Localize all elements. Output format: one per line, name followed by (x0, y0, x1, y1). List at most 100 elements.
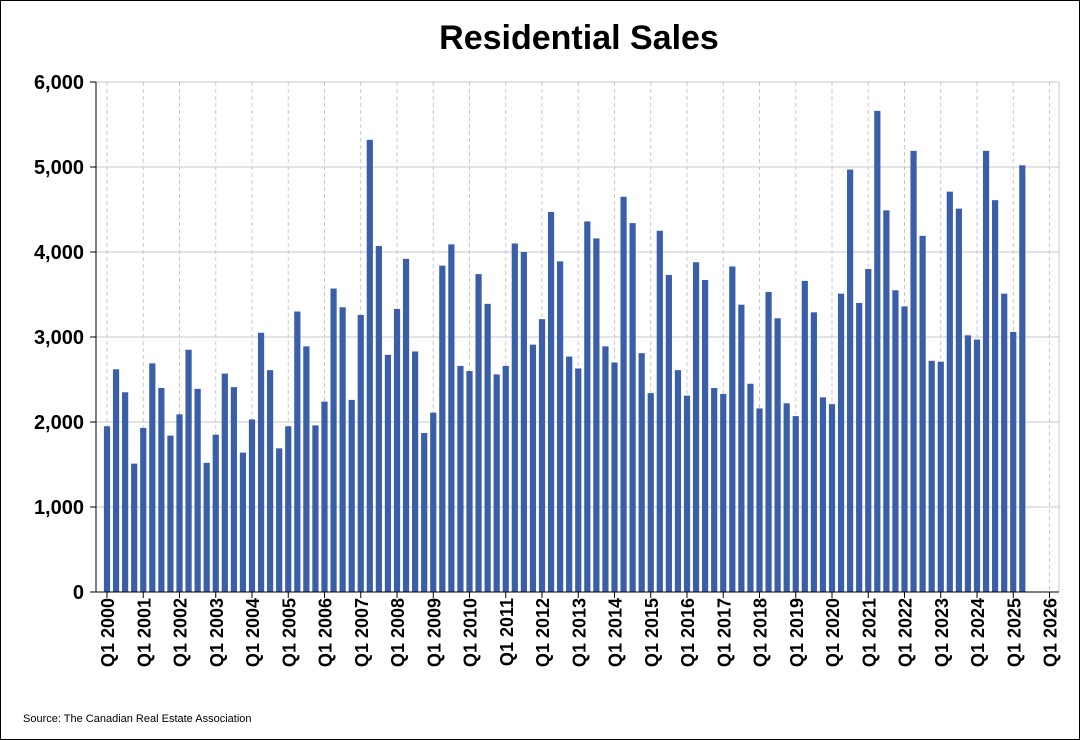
x-tick-label: Q1 2017 (714, 598, 734, 667)
bar (475, 274, 482, 592)
bar (158, 388, 165, 592)
bar (665, 274, 672, 592)
bar (412, 351, 419, 592)
bar (702, 280, 709, 592)
bar (257, 332, 265, 592)
bar (674, 370, 682, 592)
bar (638, 353, 645, 592)
bar (747, 383, 754, 592)
bar (910, 150, 917, 592)
bar (683, 395, 691, 592)
chart-title: Residential Sales (439, 19, 719, 57)
bar (729, 266, 736, 592)
x-tick-label: Q1 2001 (134, 598, 154, 667)
bar (421, 433, 428, 592)
x-tick-label: Q1 2026 (1041, 598, 1061, 667)
source-note: Source: The Canadian Real Estate Associa… (23, 713, 252, 725)
bar (239, 452, 247, 592)
bar (366, 139, 373, 593)
x-tick-label: Q1 2010 (461, 598, 481, 667)
bar (865, 269, 872, 592)
bar (783, 403, 790, 592)
bar (466, 371, 473, 592)
y-tick-labels: 0 1,000 2,000 3,000 4,000 5,000 6,000 (34, 72, 84, 604)
x-tick-label: Q1 2016 (678, 598, 698, 667)
bar (520, 252, 527, 592)
y-tick-label: 3,000 (34, 327, 84, 349)
bar (647, 393, 654, 592)
bar (611, 362, 618, 592)
bar (529, 344, 537, 592)
x-tick-label: Q1 2003 (207, 598, 227, 667)
bar (856, 303, 863, 592)
x-tick-label: Q1 2019 (787, 598, 807, 667)
bar (230, 387, 237, 592)
bar (484, 303, 491, 592)
bar (339, 307, 346, 592)
bar (112, 369, 120, 592)
x-tick-label: Q1 2014 (606, 598, 626, 667)
bar (946, 191, 953, 592)
bar (402, 258, 410, 592)
bar (711, 388, 718, 592)
bar (1001, 293, 1008, 592)
bar (982, 150, 990, 592)
bar (819, 397, 827, 592)
bar (348, 399, 355, 592)
bar (874, 110, 881, 593)
bar (248, 419, 256, 592)
x-tick-label: Q1 2023 (932, 598, 952, 667)
x-tick-label: Q1 2000 (98, 598, 118, 667)
x-tick-labels: Q1 2000 Q1 2001 Q1 2002 Q1 2003 Q1 2004 Q1 20… (98, 598, 1061, 667)
y-tick-label: 6,000 (34, 72, 84, 94)
x-tick-label: Q1 2005 (279, 598, 299, 667)
bar (221, 373, 228, 592)
bar (928, 360, 935, 592)
bar (828, 404, 836, 592)
bar (566, 356, 573, 592)
bar (212, 434, 219, 592)
bar (883, 210, 890, 592)
bar (937, 361, 944, 592)
bar (493, 374, 500, 592)
x-tick-label: Q1 2002 (171, 598, 191, 667)
bar (276, 448, 283, 592)
y-tick-label: 0 (73, 582, 84, 604)
bar (901, 306, 908, 592)
x-tick-label: Q1 2021 (859, 598, 879, 667)
x-tick-label: Q1 2022 (896, 598, 916, 667)
x-tick-label: Q1 2020 (823, 598, 843, 667)
bar (321, 401, 328, 592)
bar (756, 408, 763, 592)
bar (847, 169, 854, 593)
bar (538, 319, 546, 592)
x-tick-label: Q1 2024 (968, 598, 988, 667)
bar (547, 212, 555, 593)
bar (439, 265, 446, 592)
bar (593, 238, 600, 592)
x-tick-label: Q1 2004 (243, 598, 263, 667)
bar (384, 354, 392, 592)
x-tick-label: Q1 2013 (569, 598, 589, 667)
x-tick-label: Q1 2006 (316, 598, 336, 667)
bar (267, 370, 274, 592)
y-tick-label: 2,000 (34, 412, 84, 434)
bar (194, 388, 201, 592)
x-tick-label: Q1 2015 (642, 598, 662, 667)
bar (511, 243, 518, 592)
x-tick-label: Q1 2025 (1004, 598, 1024, 667)
bar (584, 221, 591, 592)
bar (992, 200, 999, 592)
bar (557, 261, 564, 592)
bar (176, 414, 183, 592)
bar (375, 246, 382, 593)
bars (103, 110, 1026, 593)
bar (973, 339, 981, 592)
bar (810, 312, 817, 592)
bar (919, 235, 926, 592)
bar (792, 416, 799, 592)
bar (955, 208, 962, 592)
bar (892, 290, 899, 592)
